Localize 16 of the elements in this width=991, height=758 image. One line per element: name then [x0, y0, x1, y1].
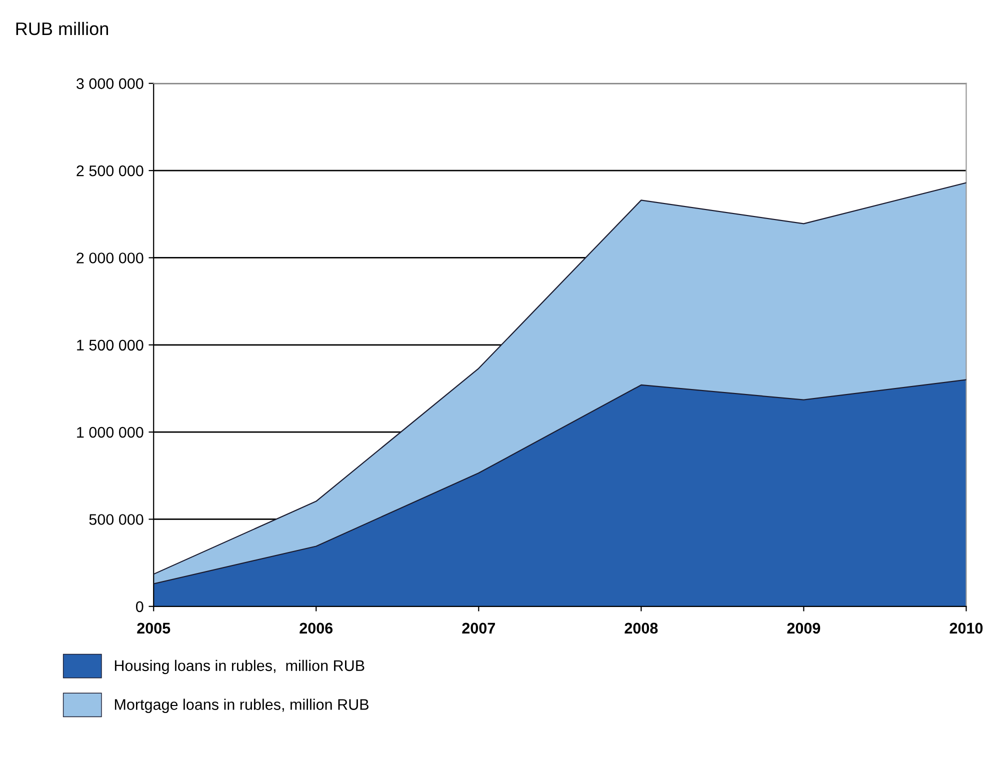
y-tick-label: 2 500 000	[76, 165, 144, 176]
x-tick-label: 2009	[787, 622, 820, 634]
y-tick-label: 1 500 000	[77, 340, 144, 351]
x-tick-label: 2007	[462, 622, 495, 634]
y-axis-title: RUB million	[16, 22, 108, 36]
x-tick-label: 2008	[624, 622, 658, 634]
x-tick-label: 2006	[300, 622, 333, 634]
y-tick-label: 0	[136, 601, 144, 612]
legend-label: Mortgage loans in rubles, million RUB	[114, 698, 368, 713]
y-tick-label: 3 000 000	[76, 78, 144, 90]
x-tick-label: 2010	[950, 622, 983, 634]
y-tick-label: 500 000	[89, 514, 144, 525]
y-tick-label: 1 000 000	[77, 426, 144, 438]
x-tick-label: 2005	[137, 622, 170, 634]
y-tick-label: 2 000 000	[76, 252, 144, 264]
legend-label: Housing loans in rubles, million RUB	[114, 660, 364, 674]
